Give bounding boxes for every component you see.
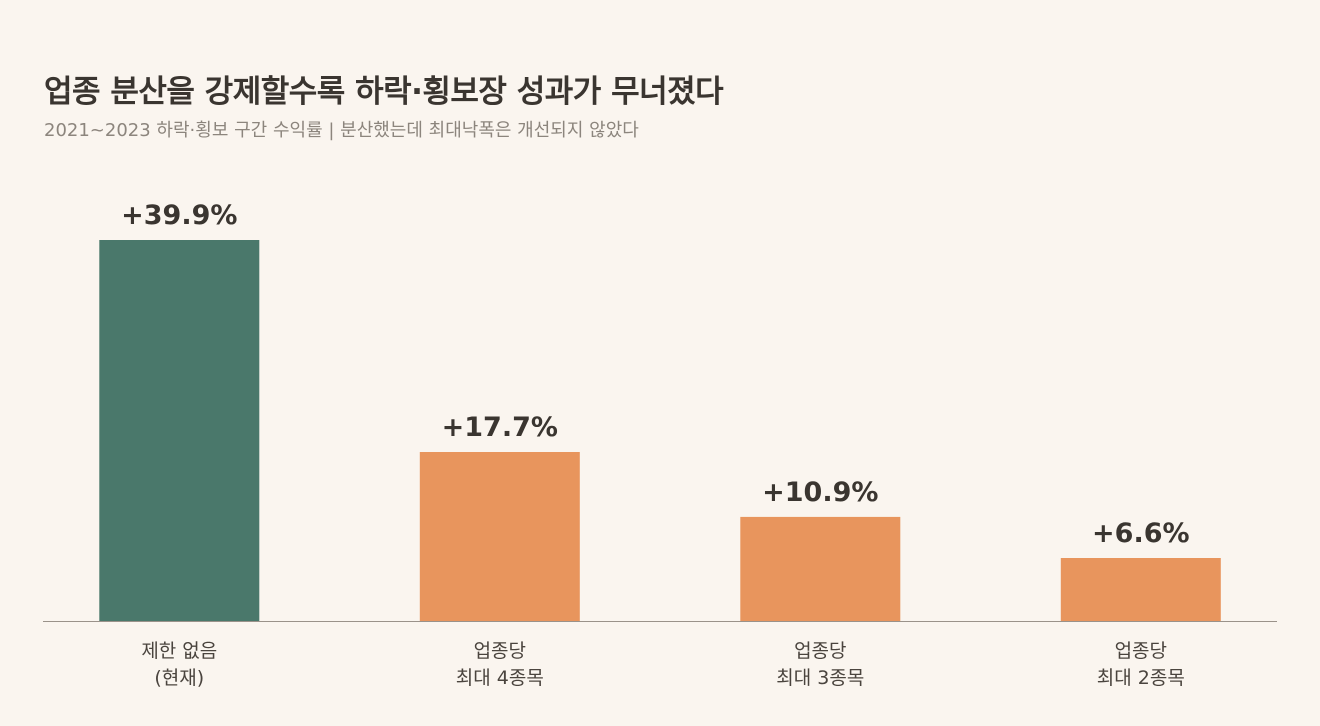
category-label-2-line-0: 업종당 [794, 640, 846, 662]
category-label-1-line-1: 최대 4종목 [456, 667, 544, 689]
bar-0 [99, 240, 260, 621]
chart-subtitle: 2021~2023 하락·횡보 구간 수익률 | 분산했는데 최대낙폭은 개선되… [44, 120, 639, 141]
bar-value-label-0: +39.9% [121, 200, 237, 231]
category-label-0-line-0: 제한 없음 [141, 640, 217, 662]
bar-2 [740, 516, 901, 621]
bar-value-label-2: +10.9% [762, 477, 878, 508]
bar-3 [1060, 558, 1221, 621]
category-label-3-line-0: 업종당 [1115, 640, 1167, 662]
bar-1 [419, 452, 580, 621]
bar-value-label-1: +17.7% [442, 412, 558, 443]
category-label-1-line-0: 업종당 [474, 640, 526, 662]
category-label-0-line-1: (현재) [154, 667, 204, 689]
category-label-3-line-1: 최대 2종목 [1097, 667, 1185, 689]
category-label-2-line-1: 최대 3종목 [776, 667, 864, 689]
bar-value-label-3: +6.6% [1092, 518, 1190, 549]
chart-title: 업종 분산을 강제할수록 하락·횡보장 성과가 무너졌다 [44, 74, 724, 110]
